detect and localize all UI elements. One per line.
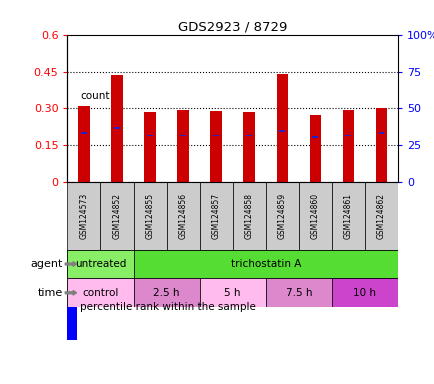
- Text: GSM124573: GSM124573: [79, 193, 88, 239]
- Bar: [177, 110, 188, 182]
- Bar: [331, 278, 397, 307]
- Bar: [279, 130, 285, 132]
- Bar: [81, 132, 87, 134]
- Bar: [345, 135, 351, 136]
- Bar: [265, 278, 331, 307]
- Bar: [199, 182, 232, 250]
- Text: 7.5 h: 7.5 h: [285, 288, 311, 298]
- Text: GSM124860: GSM124860: [310, 193, 319, 239]
- Title: GDS2923 / 8729: GDS2923 / 8729: [178, 20, 287, 33]
- Text: count: count: [80, 91, 110, 101]
- Bar: [312, 136, 318, 138]
- Bar: [213, 135, 219, 136]
- Text: 10 h: 10 h: [353, 288, 375, 298]
- Text: untreated: untreated: [75, 259, 126, 269]
- Text: GSM124857: GSM124857: [211, 193, 220, 239]
- Text: GSM124856: GSM124856: [178, 193, 187, 239]
- Bar: [67, 278, 133, 307]
- Bar: [276, 74, 287, 182]
- Bar: [133, 182, 166, 250]
- Text: GSM124862: GSM124862: [376, 193, 385, 239]
- Bar: [67, 250, 133, 278]
- Bar: [375, 109, 386, 182]
- Bar: [210, 111, 221, 182]
- Bar: [67, 48, 77, 144]
- Bar: [111, 75, 122, 182]
- Text: GSM124859: GSM124859: [277, 193, 286, 239]
- Bar: [331, 182, 364, 250]
- Bar: [147, 135, 153, 136]
- Bar: [67, 182, 100, 250]
- Text: time: time: [38, 288, 63, 298]
- Text: 2.5 h: 2.5 h: [153, 288, 179, 298]
- Bar: [114, 127, 120, 129]
- Bar: [364, 182, 397, 250]
- Bar: [67, 259, 77, 355]
- Bar: [243, 112, 254, 182]
- Bar: [378, 132, 384, 134]
- Bar: [78, 106, 89, 182]
- Text: percentile rank within the sample: percentile rank within the sample: [80, 302, 256, 312]
- Bar: [144, 112, 155, 182]
- Bar: [166, 182, 199, 250]
- Text: agent: agent: [31, 259, 63, 269]
- Bar: [100, 182, 133, 250]
- Bar: [265, 182, 298, 250]
- Text: GSM124858: GSM124858: [244, 193, 253, 239]
- Bar: [342, 110, 353, 182]
- Bar: [133, 278, 199, 307]
- Bar: [180, 135, 186, 136]
- Bar: [232, 182, 265, 250]
- Bar: [298, 182, 331, 250]
- Text: GSM124855: GSM124855: [145, 193, 154, 239]
- Text: 5 h: 5 h: [224, 288, 240, 298]
- Text: control: control: [82, 288, 118, 298]
- Bar: [133, 250, 397, 278]
- Text: GSM124852: GSM124852: [112, 193, 121, 239]
- Bar: [309, 115, 320, 182]
- Bar: [246, 135, 252, 136]
- Text: GSM124861: GSM124861: [343, 193, 352, 239]
- Text: trichostatin A: trichostatin A: [230, 259, 300, 269]
- Bar: [199, 278, 265, 307]
